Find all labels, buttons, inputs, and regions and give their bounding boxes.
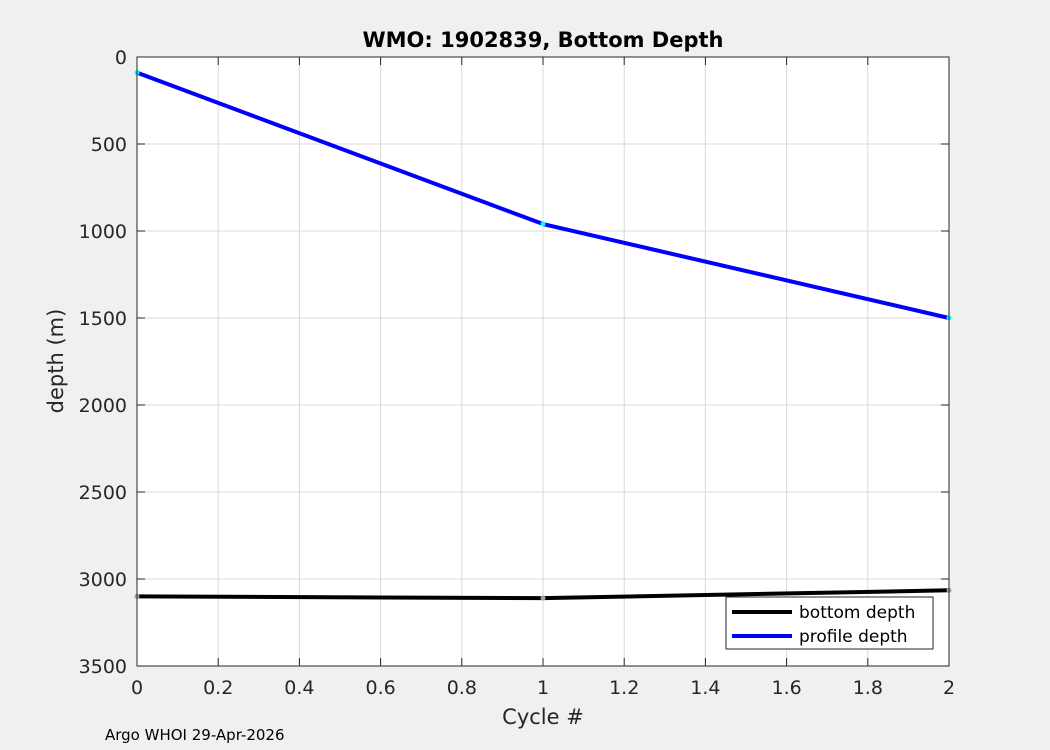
y-tick-label: 3000	[79, 569, 127, 591]
x-tick-label: 1	[537, 677, 549, 699]
x-tick-label: 1.8	[853, 677, 883, 699]
legend-label-profile-depth: profile depth	[799, 627, 908, 647]
x-tick-label: 0.4	[284, 677, 314, 699]
x-tick-label: 1.4	[690, 677, 720, 699]
x-axis-title: Cycle #	[502, 705, 584, 729]
chart-title: WMO: 1902839, Bottom Depth	[362, 28, 723, 52]
y-tick-label: 1000	[79, 221, 127, 243]
y-tick-labels: 0 500 1000 1500 2000 2500 3000 3500	[79, 47, 127, 678]
y-tick-label: 0	[115, 47, 127, 69]
legend-label-bottom-depth: bottom depth	[799, 603, 915, 623]
y-tick-label: 3500	[79, 656, 127, 678]
footer-credit: Argo WHOI 29-Apr-2026	[105, 726, 285, 744]
y-tick-label: 1500	[79, 308, 127, 330]
x-tick-label: 0.6	[365, 677, 395, 699]
data-point-profile-depth	[540, 221, 546, 227]
y-tick-label: 500	[91, 134, 127, 156]
y-tick-label: 2000	[79, 395, 127, 417]
x-tick-label: 0	[131, 677, 143, 699]
x-tick-label: 0.2	[203, 677, 233, 699]
x-tick-label: 2	[943, 677, 955, 699]
data-point-bottom-depth	[540, 595, 546, 601]
y-axis-title: depth (m)	[44, 309, 68, 414]
x-tick-label: 0.8	[447, 677, 477, 699]
x-tick-labels: 0 0.2 0.4 0.6 0.8 1 1.2 1.4 1.6 1.8 2	[131, 677, 955, 699]
legend: bottom depth profile depth	[725, 596, 934, 650]
plot-frame	[136, 56, 950, 667]
y-tick-label: 2500	[79, 482, 127, 504]
x-tick-label: 1.2	[609, 677, 639, 699]
x-tick-label: 1.6	[771, 677, 801, 699]
legend-box	[725, 596, 934, 650]
